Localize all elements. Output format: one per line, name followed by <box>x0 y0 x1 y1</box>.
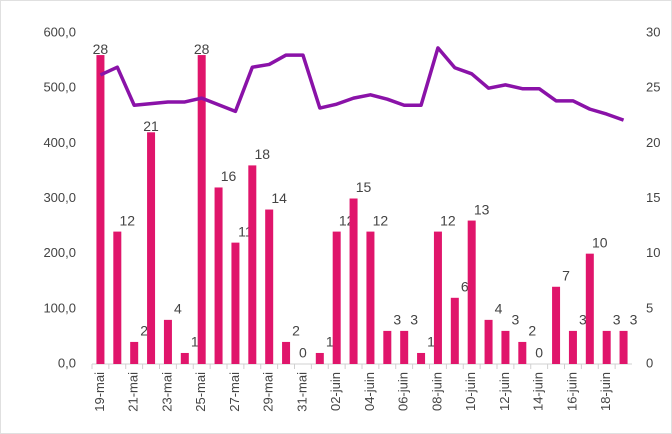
x-tick-label: 27-mai <box>227 372 242 412</box>
data-label: 2 <box>292 323 300 339</box>
data-label: 3 <box>579 312 587 328</box>
bar <box>501 330 510 364</box>
y2-tick-label: 15 <box>646 190 660 205</box>
bar <box>214 187 223 364</box>
y2-tick-label: 20 <box>646 135 660 150</box>
x-tick-label: 19-mai <box>92 372 107 412</box>
y-tick-label: 200,0 <box>43 245 76 260</box>
line <box>99 46 625 122</box>
data-label: 1 <box>427 334 435 350</box>
data-label: 3 <box>393 312 401 328</box>
data-label: 16 <box>221 168 237 184</box>
bar <box>467 220 476 364</box>
bar <box>265 209 274 364</box>
y2-tick-label: 10 <box>646 245 660 260</box>
bar <box>366 231 375 364</box>
data-label: 14 <box>271 190 287 206</box>
bar <box>130 341 139 364</box>
data-label: 3 <box>410 312 418 328</box>
data-label: 2 <box>528 323 536 339</box>
bar <box>96 55 105 365</box>
bar <box>248 165 257 364</box>
data-label: 7 <box>562 267 570 283</box>
x-tick-label: 25-mai <box>193 372 208 412</box>
bar <box>400 330 409 364</box>
data-label: 0 <box>299 345 307 361</box>
bar <box>568 330 577 364</box>
bar <box>433 231 442 364</box>
data-label: 1 <box>191 334 199 350</box>
data-label: 28 <box>93 41 109 57</box>
bar <box>518 341 527 364</box>
data-label: 18 <box>255 146 271 162</box>
bar <box>383 330 392 364</box>
data-label: 13 <box>474 201 490 217</box>
x-tick-label: 29-mai <box>261 372 276 412</box>
x-tick-label: 14-juin <box>531 372 546 411</box>
x-tick-label: 23-mai <box>159 372 174 412</box>
y-tick-label: 100,0 <box>43 300 76 315</box>
bar <box>163 319 172 364</box>
x-tick-label: 18-juin <box>598 372 613 411</box>
x-tick-label: 10-juin <box>463 372 478 411</box>
data-label: 0 <box>535 345 543 361</box>
x-tick-label: 31-mai <box>294 372 309 412</box>
y-tick-label: 500,0 <box>43 80 76 95</box>
bar <box>315 352 324 364</box>
bar <box>450 297 459 364</box>
bar <box>417 352 426 364</box>
y2-tick-label: 30 <box>646 24 660 39</box>
data-label: 12 <box>440 212 456 228</box>
bar <box>113 231 122 364</box>
data-label: 3 <box>512 312 520 328</box>
x-tick-label: 12-juin <box>497 372 512 411</box>
data-label: 12 <box>373 212 389 228</box>
x-tick-label: 16-juin <box>564 372 579 411</box>
y-tick-label: 0,0 <box>58 355 76 370</box>
bar <box>147 132 156 364</box>
y-tick-label: 400,0 <box>43 135 76 150</box>
data-label: 2 <box>140 323 148 339</box>
data-label: 4 <box>495 301 503 317</box>
bar <box>197 55 206 365</box>
bar <box>484 319 493 364</box>
data-label: 12 <box>120 212 136 228</box>
bar <box>180 352 189 364</box>
x-tick-label: 02-juin <box>328 372 343 411</box>
data-label: 3 <box>630 312 638 328</box>
bar <box>552 286 561 364</box>
y-tick-label: 300,0 <box>43 190 76 205</box>
bar <box>349 198 358 364</box>
x-tick-label: 06-juin <box>396 372 411 411</box>
bar <box>231 242 240 364</box>
data-label: 6 <box>461 279 469 295</box>
data-label: 3 <box>613 312 621 328</box>
bar <box>332 231 341 364</box>
y2-tick-label: 0 <box>646 355 653 370</box>
data-label: 1 <box>326 334 334 350</box>
bar <box>619 330 628 364</box>
y2-tick-label: 5 <box>646 300 653 315</box>
bar <box>585 253 594 364</box>
x-tick-label: 04-juin <box>362 372 377 411</box>
y2-tick-label: 25 <box>646 80 660 95</box>
x-tick-label: 21-mai <box>126 372 141 412</box>
bar <box>602 330 611 364</box>
bar <box>282 341 291 364</box>
data-label: 21 <box>143 118 159 134</box>
y-tick-label: 600,0 <box>43 24 76 39</box>
x-tick-label: 08-juin <box>429 372 444 411</box>
data-label: 4 <box>174 301 182 317</box>
data-label: 28 <box>194 41 210 57</box>
data-label: 10 <box>592 234 608 250</box>
data-label: 15 <box>356 179 372 195</box>
